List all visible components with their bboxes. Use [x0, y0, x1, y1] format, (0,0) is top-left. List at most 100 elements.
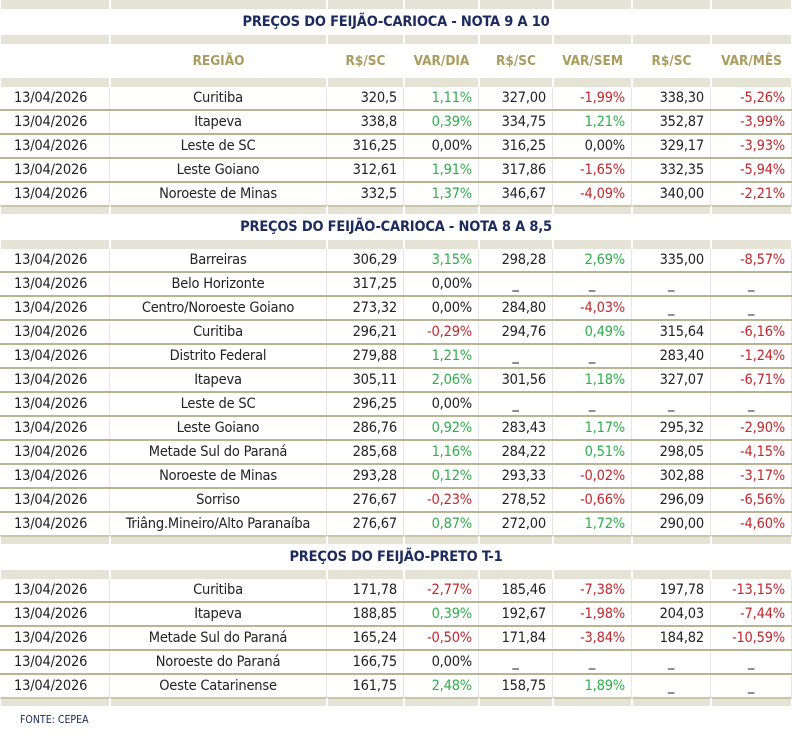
cell-price-week: 293,33 — [479, 465, 553, 487]
cell-var-month: -2,21% — [711, 183, 792, 205]
cell-var-day: 1,91% — [404, 159, 479, 181]
cell-var-month: -4,15% — [711, 441, 792, 463]
cell-var-week: 2,69% — [553, 249, 632, 271]
cell-var-day: 1,11% — [404, 87, 479, 109]
cell-var-month: -5,26% — [711, 87, 792, 109]
cell-price-month: 296,09 — [632, 489, 711, 511]
band-cell — [327, 78, 404, 87]
band-cell — [0, 535, 110, 544]
cell-region: Centro/Noroeste Goiano — [110, 297, 327, 319]
cell-price-month: 329,17 — [632, 135, 711, 157]
cell-price-month: 332,35 — [632, 159, 711, 181]
cell-price-day: 188,85 — [327, 603, 404, 625]
cell-region: Triâng.Mineiro/Alto Paranaíba — [110, 513, 327, 535]
cell-price-week: 284,80 — [479, 297, 553, 319]
cell-var-month: -8,57% — [711, 249, 792, 271]
cell-var-month: -6,16% — [711, 321, 792, 343]
cell-var-day: -0,29% — [404, 321, 479, 343]
band-cell — [0, 205, 110, 214]
cell-region: Belo Horizonte — [110, 273, 327, 295]
cell-price-day: 279,88 — [327, 345, 404, 367]
cell-price-day: 286,76 — [327, 417, 404, 439]
cell-var-week: 0,51% — [553, 441, 632, 463]
cell-price-week: 316,25 — [479, 135, 553, 157]
table-row: 13/04/2026 Curitiba 171,78 -2,77% 185,46 -7,3… — [0, 579, 792, 603]
table-row: 13/04/2026 Curitiba 296,21 -0,29% 294,76 0,49… — [0, 321, 792, 345]
band-cell — [0, 35, 110, 44]
cell-var-month: -3,99% — [711, 111, 792, 133]
cell-price-day: 332,5 — [327, 183, 404, 205]
cell-date: 13/04/2026 — [0, 651, 110, 673]
cell-var-week: 1,72% — [553, 513, 632, 535]
band-cell — [553, 0, 632, 9]
cell-var-week: -1,65% — [553, 159, 632, 181]
cell-var-day: 0,12% — [404, 465, 479, 487]
band-cell — [553, 535, 632, 544]
table-row: 13/04/2026 Curitiba 320,5 1,11% 327,00 -1,99%… — [0, 87, 792, 111]
table-row: 13/04/2026 Itapeva 188,85 0,39% 192,67 -1,98%… — [0, 603, 792, 627]
cell-var-day: 0,00% — [404, 273, 479, 295]
cell-price-day: 296,21 — [327, 321, 404, 343]
band-cell — [632, 240, 711, 249]
table-row: 13/04/2026 Distrito Federal 279,88 1,21% _ _ 2… — [0, 345, 792, 369]
cell-price-week: 171,84 — [479, 627, 553, 649]
band-cell — [0, 570, 110, 579]
cell-price-week: 317,86 — [479, 159, 553, 181]
cell-price-week: 192,67 — [479, 603, 553, 625]
cell-var-day: 0,00% — [404, 135, 479, 157]
band-cell — [711, 35, 792, 44]
band-cell — [404, 78, 479, 87]
cell-var-month: _ — [711, 675, 792, 697]
band-cell — [711, 240, 792, 249]
cell-var-month: -3,93% — [711, 135, 792, 157]
cell-price-week: 294,76 — [479, 321, 553, 343]
separator-band — [0, 240, 792, 249]
band-cell — [553, 78, 632, 87]
cell-var-day: 0,00% — [404, 297, 479, 319]
cell-price-month: _ — [632, 675, 711, 697]
cell-price-day: 276,67 — [327, 513, 404, 535]
cell-var-week: _ — [553, 651, 632, 673]
cell-price-day: 273,32 — [327, 297, 404, 319]
band-cell — [632, 205, 711, 214]
band-cell — [110, 78, 327, 87]
separator-band — [0, 205, 792, 214]
cell-var-day: 0,00% — [404, 393, 479, 415]
band-cell — [553, 35, 632, 44]
band-cell — [479, 535, 553, 544]
band-cell — [632, 535, 711, 544]
band-cell — [553, 240, 632, 249]
band-cell — [404, 0, 479, 9]
band-cell — [404, 205, 479, 214]
cell-var-week: 1,89% — [553, 675, 632, 697]
cell-var-day: -2,77% — [404, 579, 479, 601]
cell-price-month: 327,07 — [632, 369, 711, 391]
cell-date: 13/04/2026 — [0, 273, 110, 295]
separator-band — [0, 535, 792, 544]
cell-price-day: 166,75 — [327, 651, 404, 673]
table-row: 13/04/2026 Leste de SC 316,25 0,00% 316,25 0,… — [0, 135, 792, 159]
cell-price-day: 161,75 — [327, 675, 404, 697]
cell-price-week: 272,00 — [479, 513, 553, 535]
cell-var-day: -0,23% — [404, 489, 479, 511]
band-cell — [327, 535, 404, 544]
cell-var-week: 0,00% — [553, 135, 632, 157]
cell-date: 13/04/2026 — [0, 183, 110, 205]
section-title: PREÇOS DO FEIJÃO-CARIOCA - NOTA 8 A 8,5 — [240, 219, 552, 235]
cell-var-week: -1,98% — [553, 603, 632, 625]
cell-price-day: 171,78 — [327, 579, 404, 601]
cell-date: 13/04/2026 — [0, 159, 110, 181]
cell-price-month: 340,00 — [632, 183, 711, 205]
cell-price-day: 285,68 — [327, 441, 404, 463]
cell-date: 13/04/2026 — [0, 393, 110, 415]
cell-var-month: -10,59% — [711, 627, 792, 649]
cell-price-day: 296,25 — [327, 393, 404, 415]
separator-band — [0, 570, 792, 579]
cell-price-week: 301,56 — [479, 369, 553, 391]
band-cell — [0, 78, 110, 87]
band-cell — [553, 697, 632, 706]
cell-price-week: _ — [479, 651, 553, 673]
header-region: REGIÃO — [192, 53, 245, 69]
header-price-month: R$/SC — [651, 53, 692, 69]
band-cell — [327, 570, 404, 579]
